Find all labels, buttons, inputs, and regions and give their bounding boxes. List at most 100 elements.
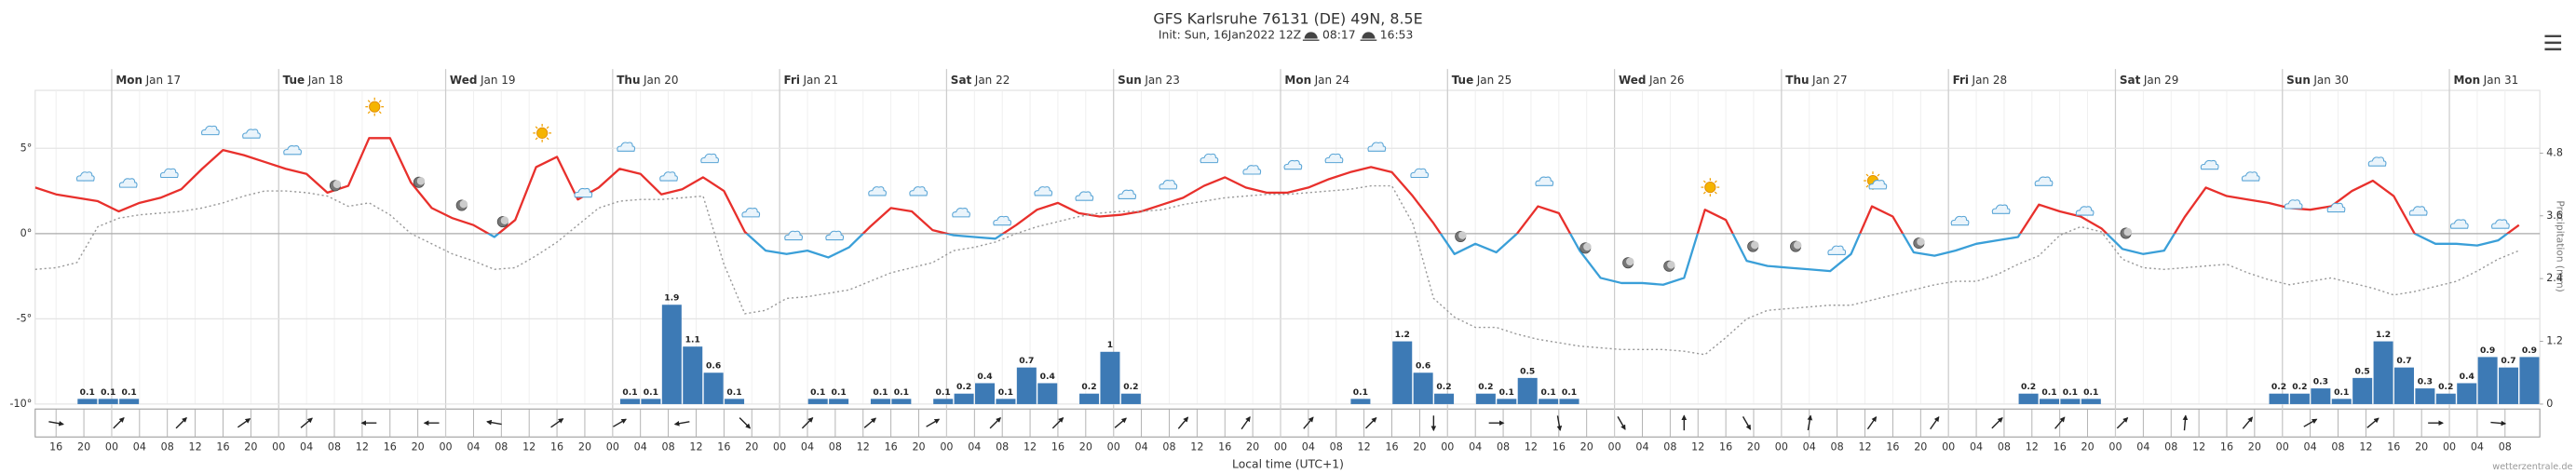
moon-icon [1747,240,1759,252]
cloud [2241,171,2260,182]
cloud-icon [242,129,261,139]
precip-label: 0.1 [2334,387,2349,398]
precip-bar [2457,383,2477,404]
cloud-icon [952,208,970,218]
x-tick-label: 16 [1552,441,1566,454]
precip-label: 0.2 [2021,382,2036,392]
cloud [2034,176,2054,186]
day-date: Jan 18 [307,74,344,87]
day-weekday: Fri [1953,74,1969,87]
wind-arrow [1051,416,1064,429]
cloud [2075,206,2095,216]
x-tick-label: 00 [1942,441,1955,454]
x-tick-label: 00 [272,441,285,454]
wind-arrow [989,416,1001,429]
sun-ray [367,111,371,115]
cloud-icon [868,186,887,196]
precip-bar [1539,399,1559,404]
cloud-icon [1283,159,1303,170]
x-tick-label: 04 [1970,441,1983,454]
precip-bar [933,399,954,404]
x-tick-label: 04 [1469,441,1482,454]
precip-label: 0.7 [1019,356,1034,366]
cloud-icon [2408,206,2428,216]
cloud [1034,186,1053,196]
precip-bar [1517,377,1538,404]
sun-ray [1714,191,1717,195]
precip-bar [2331,399,2352,404]
x-tick-label: 08 [1998,441,2011,454]
x-tick-label: 08 [1831,441,1844,454]
moon-shade [416,177,426,185]
precip-bar [1475,393,1496,404]
precip-label: 0.1 [894,387,909,398]
x-tick-label: 20 [412,441,425,454]
precip-bar [1392,341,1413,404]
precip-label: 0.1 [1353,387,1368,398]
day-weekday: Mon [2453,74,2480,87]
x-tick-label: 08 [2499,441,2512,454]
cloud [952,208,970,218]
sunrise-icon [1302,32,1320,41]
precip-bar [77,399,98,404]
precip-label: 0.2 [2271,382,2286,392]
precip-label: 0.2 [1123,382,1138,392]
x-tick-label: 16 [1385,441,1398,454]
x-tick-label: 20 [912,441,925,454]
x-tick-label: 08 [829,441,842,454]
cloud-icon [700,153,720,164]
precip-bar [891,399,912,404]
y2-axis-title: Precipitation (mm) [2554,200,2565,291]
moon-icon [496,216,509,228]
x-tick-label: 04 [2136,441,2149,454]
day-weekday: Sun [1118,74,1142,87]
x-tick-label: 20 [1413,441,1426,454]
wind-arrow [2242,416,2254,429]
x-tick-label: 00 [2276,441,2289,454]
precip-bar [661,305,682,404]
y-tick-label: -5° [17,312,33,324]
precip-label: 0.4 [2460,372,2474,382]
precip-bar [2477,357,2498,404]
sun [369,101,381,113]
cloud [825,230,845,241]
precip-bar [119,399,140,404]
precip-label: 0.1 [122,387,137,398]
x-tick-label: 08 [1162,441,1175,454]
cloud-icon [1991,204,2011,214]
wind-arrow [2303,418,2318,427]
y2-tick-label: 1.2 [2546,335,2563,347]
cloud [741,208,761,218]
x-tick-label: 12 [2192,441,2205,454]
precip-label: 0.3 [2313,377,2328,387]
precip-label: 0.7 [2396,356,2411,366]
wind-arrow [175,416,187,429]
cloud [617,142,636,152]
precip-bar [1016,367,1037,404]
moon-icon [1622,257,1634,269]
precip-label: 0.1 [1562,387,1577,398]
menu-icon[interactable] [2544,34,2562,51]
cloud-icon [1324,153,1344,164]
cloud-icon [1868,180,1888,190]
x-tick-label: 00 [940,441,953,454]
x-tick-label: 16 [2387,441,2400,454]
precip-label: 0.9 [2522,345,2537,356]
wind-arrow [48,421,64,427]
precip-bar [2415,388,2435,404]
moon-shade [1917,237,1925,246]
sun-ray [378,111,382,115]
sun-ray [378,100,382,103]
cloud-icon [1034,186,1053,196]
precip-bar [2519,357,2540,404]
cloud-icon [659,171,678,182]
x-tick-label: 00 [1775,441,1788,454]
wind-arrow [1303,416,1314,429]
precip-label: 0.6 [706,361,721,372]
x-tick-label: 12 [2359,441,2372,454]
cloud-icon [2449,219,2469,229]
day-date: Jan 27 [1811,74,1848,87]
cloud-icon [1075,191,1094,201]
cloud [993,215,1011,226]
